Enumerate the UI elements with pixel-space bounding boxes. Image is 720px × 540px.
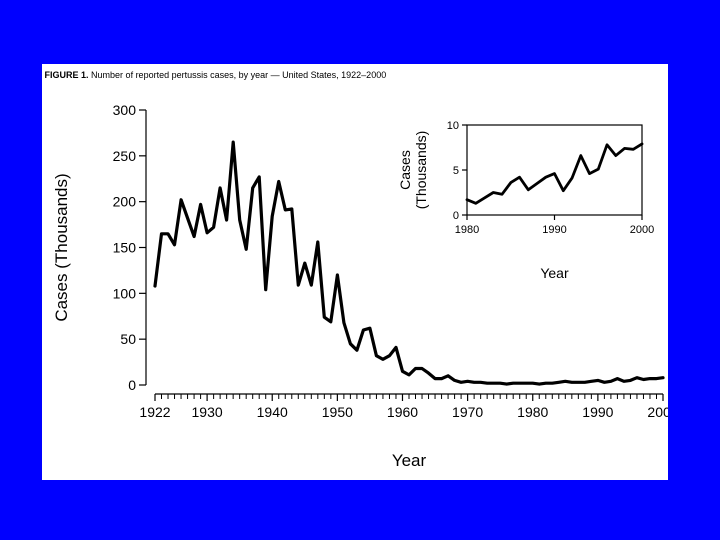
x-axis-title: Year bbox=[540, 265, 569, 281]
x-tick-label: 1990 bbox=[582, 404, 613, 420]
y-axis-title: Cases (Thousands) bbox=[52, 173, 71, 321]
figure-title: FIGURE 1. Number of reported pertussis c… bbox=[42, 70, 668, 80]
x-tick-label: 1950 bbox=[322, 404, 353, 420]
x-tick-label: 1980 bbox=[517, 404, 548, 420]
series-line-0 bbox=[153, 140, 665, 386]
y-tick-label: 10 bbox=[447, 120, 459, 132]
x-tick-label: 2000 bbox=[647, 404, 668, 420]
x-axis-title: Year bbox=[392, 451, 427, 470]
figure-panel: FIGURE 1. Number of reported pertussis c… bbox=[42, 64, 668, 480]
x-tick-label: 2000 bbox=[630, 224, 654, 236]
y-axis-title-part: (Thousands) bbox=[413, 131, 429, 210]
series-line-0 bbox=[465, 142, 644, 205]
chart-svg: 1922193019401950196019701980199020000501… bbox=[52, 102, 668, 470]
y-tick-label: 5 bbox=[453, 165, 459, 177]
main-chart: 1922193019401950196019701980199020000501… bbox=[52, 102, 668, 470]
y-axis-title-part: Cases bbox=[397, 150, 413, 190]
x-tick-label: 1930 bbox=[192, 404, 223, 420]
inset-frame bbox=[466, 124, 643, 216]
y-tick-label: 150 bbox=[113, 240, 137, 256]
figure-label: FIGURE 1. bbox=[44, 70, 89, 80]
y-tick-label: 250 bbox=[113, 148, 137, 164]
x-tick-label: 1980 bbox=[455, 224, 479, 236]
inset-chart: 1980 1990 2000 0 5 10 Year Cases (Thousands) bbox=[397, 120, 654, 281]
figure-caption: Number of reported pertussis cases, by y… bbox=[91, 70, 387, 80]
x-tick-label: 1960 bbox=[387, 404, 418, 420]
x-tick-label: 1970 bbox=[452, 404, 483, 420]
y-tick-label: 50 bbox=[120, 331, 136, 347]
y-tick-label: 300 bbox=[113, 102, 137, 118]
y-tick-label: 200 bbox=[113, 194, 137, 210]
x-tick-label: 1922 bbox=[139, 404, 170, 420]
x-tick-label: 1990 bbox=[542, 224, 566, 236]
y-tick-label: 100 bbox=[113, 285, 137, 301]
x-tick-label: 1940 bbox=[257, 404, 288, 420]
y-tick-label: 0 bbox=[128, 377, 136, 393]
y-tick-label: 0 bbox=[453, 210, 459, 222]
